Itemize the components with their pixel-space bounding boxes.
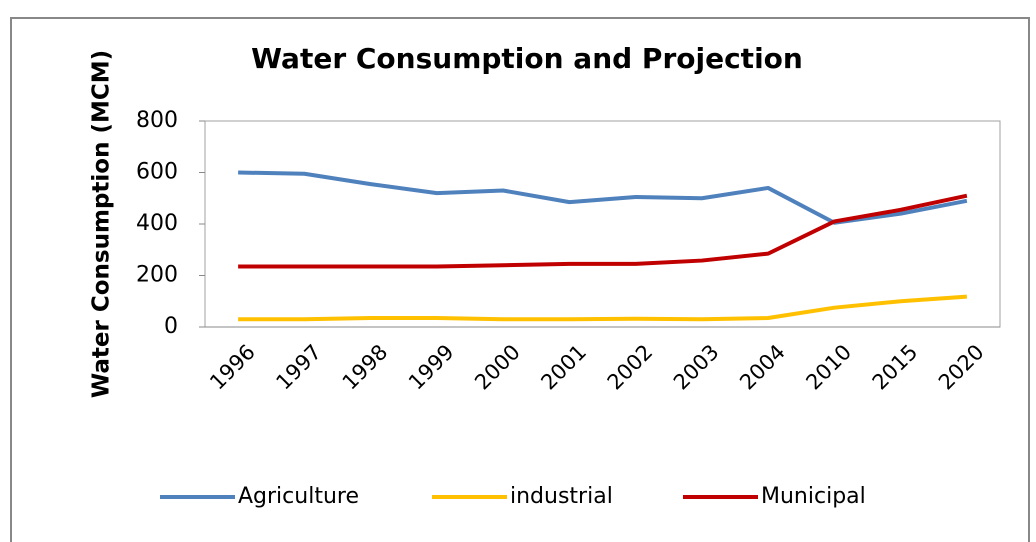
chart-title: Water Consumption and Projection: [251, 42, 803, 75]
y-tick-label: 400: [136, 211, 178, 236]
chart-frame: [10, 17, 1030, 542]
y-tick-label: 800: [136, 108, 178, 133]
series-line: [238, 193, 968, 269]
y-tick-label: 200: [136, 263, 178, 288]
y-axis-label: Water Consumption (MCM): [89, 50, 115, 398]
legend-label: Agriculture: [238, 484, 359, 509]
y-tick-label: 600: [136, 160, 178, 185]
y-tick-label: 0: [164, 314, 178, 339]
series-line: [238, 294, 968, 322]
legend-label: industrial: [510, 484, 613, 509]
legend-label: Municipal: [761, 484, 866, 509]
